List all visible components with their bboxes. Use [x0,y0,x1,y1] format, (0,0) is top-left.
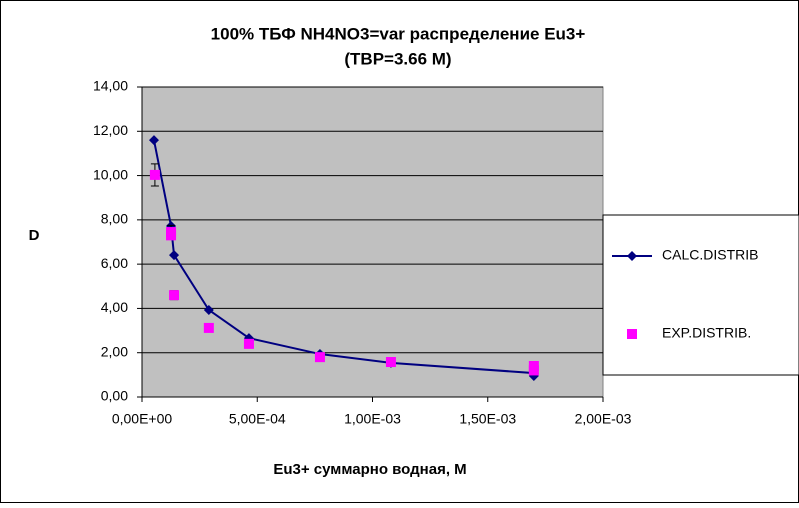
point [149,169,160,180]
y-tick-label: 0,00 [101,388,128,404]
legend-label: CALC.DISTRIB [662,247,758,263]
x-tick-label: 1,00E-03 [344,411,401,427]
point [203,322,214,333]
point [385,357,396,368]
point [148,135,159,146]
point [528,365,539,376]
y-tick-label: 14,00 [93,78,128,94]
y-tick-label: 12,00 [93,122,128,138]
point [169,290,180,301]
y-axis-label: D [29,227,40,244]
y-tick-label: 4,00 [101,299,128,315]
legend-marker [627,329,637,339]
point [166,230,177,241]
y-tick-label: 8,00 [101,211,128,227]
legend-label: EXP.DISTRIB. [662,325,751,341]
x-tick-label: 1,50E-03 [459,411,516,427]
chart-title: (TBP=3.66 M) [344,49,451,68]
y-tick-label: 6,00 [101,255,128,271]
x-tick-label: 2,00E-03 [575,411,632,427]
x-tick-label: 0,00E+00 [112,411,173,427]
x-axis-label: Eu3+ суммарно водная, М [273,461,466,478]
chart-title: 100% ТБФ NH4NO3=var распределение Eu3+ [211,24,586,43]
y-tick-label: 10,00 [93,166,128,182]
plot-area [141,86,604,398]
point [169,250,180,261]
legend [602,214,799,376]
point [314,352,325,363]
legend-marker [627,251,637,261]
point [203,304,214,315]
point [243,338,254,349]
y-tick-label: 2,00 [101,343,128,359]
x-tick-label: 5,00E-04 [229,411,286,427]
